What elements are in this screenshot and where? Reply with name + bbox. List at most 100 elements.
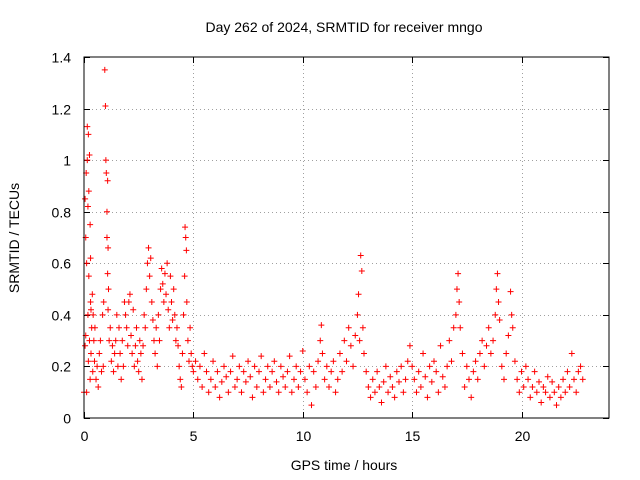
- data-point: [175, 342, 182, 349]
- data-point: [205, 389, 212, 396]
- data-point: [148, 298, 155, 305]
- data-point: [85, 188, 92, 195]
- data-point: [555, 384, 562, 391]
- data-point: [358, 268, 365, 275]
- data-point: [183, 298, 190, 305]
- data-point: [168, 298, 175, 305]
- data-point: [577, 363, 584, 370]
- data-point: [415, 368, 422, 375]
- data-point: [242, 378, 249, 385]
- axis-ticks: 0 0.2 0.4 0.6 0.8 1 1.2 1.4 0 5 10 15 20: [52, 50, 609, 444]
- data-point: [437, 342, 444, 349]
- data-point: [105, 286, 112, 293]
- data-point: [100, 363, 107, 370]
- data-point: [481, 363, 488, 370]
- data-point: [452, 311, 459, 318]
- y-tick-label: 0.2: [52, 359, 72, 375]
- data-point: [433, 368, 440, 375]
- data-point: [116, 324, 122, 331]
- data-point: [264, 363, 271, 370]
- y-axis-label: SRMTID / TECUs: [6, 183, 22, 293]
- data-point: [97, 337, 104, 344]
- data-point: [89, 291, 96, 298]
- data-point: [326, 384, 332, 391]
- data-point: [456, 298, 463, 305]
- data-point: [87, 221, 94, 228]
- data-point: [579, 376, 586, 383]
- data-point: [137, 350, 144, 357]
- grid: [84, 57, 609, 418]
- data-point: [518, 368, 525, 375]
- data-point: [288, 389, 295, 396]
- data-point: [189, 363, 196, 370]
- data-point: [382, 363, 389, 370]
- data-point: [455, 270, 462, 277]
- data-point: [347, 342, 354, 349]
- data-point: [503, 350, 510, 357]
- data-point: [496, 317, 503, 324]
- data-point: [459, 350, 466, 357]
- data-point: [498, 363, 505, 370]
- data-point: [317, 337, 324, 344]
- data-point: [321, 376, 328, 383]
- data-point: [158, 265, 165, 272]
- data-point: [82, 195, 89, 202]
- data-point: [196, 363, 203, 370]
- data-point: [529, 384, 536, 391]
- data-point: [107, 324, 114, 331]
- data-point: [240, 368, 247, 375]
- data-point: [282, 384, 289, 391]
- data-point: [85, 273, 92, 280]
- data-point: [262, 376, 269, 383]
- data-point: [439, 373, 446, 380]
- data-point: [102, 157, 109, 164]
- data-point: [391, 394, 398, 401]
- y-tick-label: 1.4: [52, 50, 72, 66]
- y-tick-label: 0.6: [52, 256, 72, 272]
- data-point: [251, 363, 258, 370]
- data-point: [273, 378, 280, 385]
- data-point: [108, 358, 115, 365]
- data-point: [101, 66, 108, 73]
- data-point: [180, 311, 187, 318]
- data-point: [487, 350, 494, 357]
- data-point: [144, 260, 151, 267]
- data-point: [417, 384, 424, 391]
- data-point: [516, 389, 523, 396]
- data-point: [104, 177, 111, 184]
- plot-frame: [83, 56, 610, 419]
- data-point: [103, 170, 110, 177]
- data-point: [376, 384, 383, 391]
- data-point: [258, 353, 265, 360]
- data-point: [457, 324, 464, 331]
- data-point: [538, 399, 545, 406]
- data-point: [87, 376, 94, 383]
- data-point: [426, 363, 433, 370]
- data-point: [199, 384, 206, 391]
- data-point: [461, 384, 468, 391]
- data-point: [145, 244, 152, 251]
- y-tick-label: 0.8: [52, 205, 72, 221]
- data-point: [562, 389, 569, 396]
- data-point: [549, 378, 556, 385]
- data-point: [212, 384, 219, 391]
- data-point: [203, 368, 210, 375]
- data-point: [141, 311, 148, 318]
- data-point: [109, 342, 116, 349]
- data-point: [463, 363, 470, 370]
- x-tick-label: 10: [296, 428, 312, 444]
- data-point: [492, 311, 499, 318]
- data-point: [126, 291, 133, 298]
- data-point: [378, 399, 385, 406]
- data-point: [542, 389, 549, 396]
- data-point: [508, 311, 515, 318]
- data-point: [184, 337, 191, 344]
- data-point: [275, 389, 282, 396]
- data-point: [214, 368, 221, 375]
- data-point: [117, 350, 124, 357]
- data-point: [100, 298, 107, 305]
- data-point: [396, 378, 402, 385]
- data-point: [105, 244, 112, 251]
- x-tick-label: 0: [81, 428, 89, 444]
- data-point: [365, 384, 372, 391]
